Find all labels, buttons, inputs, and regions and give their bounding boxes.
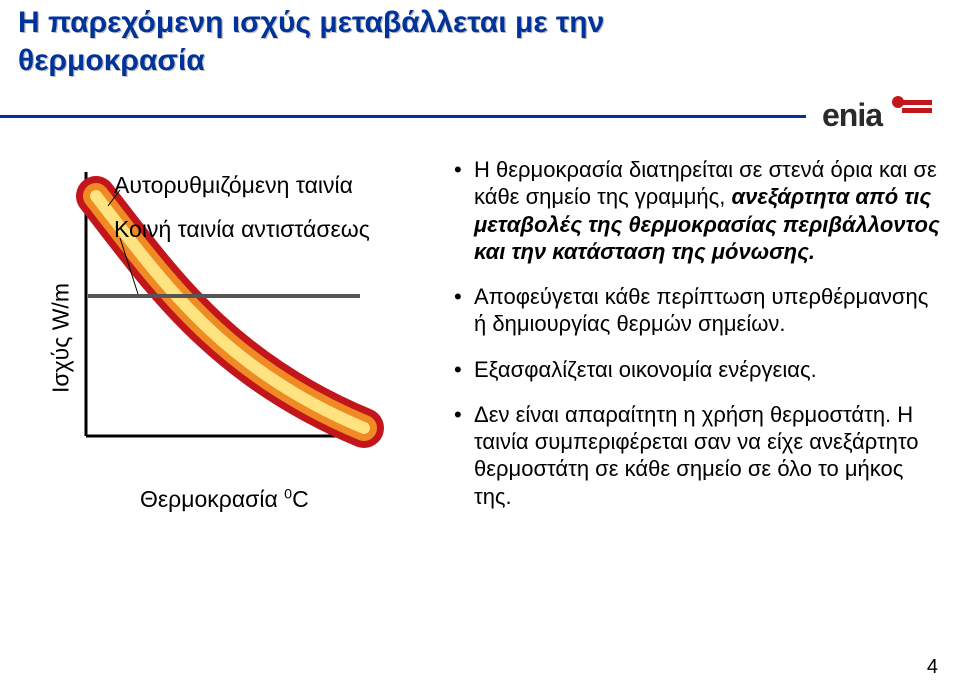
logo-bar-2 xyxy=(902,108,932,113)
bullet-4: Δεν είναι απαραίτητη η χρήση θερμοστάτη.… xyxy=(454,401,944,510)
xlabel-sup: 0 xyxy=(284,486,292,502)
chart-xlabel: Θερμοκρασία 0C xyxy=(140,486,309,513)
logo-bar-1 xyxy=(902,100,932,105)
label-selfreg: Αυτορυθμιζόμενη ταινία xyxy=(114,164,370,208)
page-number: 4 xyxy=(927,656,938,679)
bullet-3: Εξασφαλίζεται οικονομία ενέργειας. xyxy=(454,356,944,383)
power-vs-temp-chart: Ισχύς W/m Αυτορυθμιζόμενη ταινία Κοινή τ… xyxy=(44,158,416,518)
chart-series-labels: Αυτορυθμιζόμενη ταινία Κοινή ταινία αντι… xyxy=(114,164,370,251)
bullets: Η θερμοκρασία διατηρείται σε στενά όρια … xyxy=(454,156,944,528)
bullet-2: Αποφεύγεται κάθε περίπτωση υπερθέρμανσης… xyxy=(454,283,944,338)
xlabel-post: C xyxy=(292,486,309,512)
label-constant: Κοινή ταινία αντιστάσεως xyxy=(114,208,370,252)
bullet-1: Η θερμοκρασία διατηρείται σε στενά όρια … xyxy=(454,156,944,265)
brand-logo: enia xyxy=(822,96,932,138)
slide-title: Η παρεχόμενη ισχύς μεταβάλλεται με την θ… xyxy=(18,4,658,81)
title-underline xyxy=(0,115,806,118)
xlabel-pre: Θερμοκρασία xyxy=(140,486,284,512)
slide-root: Η παρεχόμενη ισχύς μεταβάλλεται με την θ… xyxy=(0,0,960,693)
logo-wordmark: enia xyxy=(822,97,883,133)
